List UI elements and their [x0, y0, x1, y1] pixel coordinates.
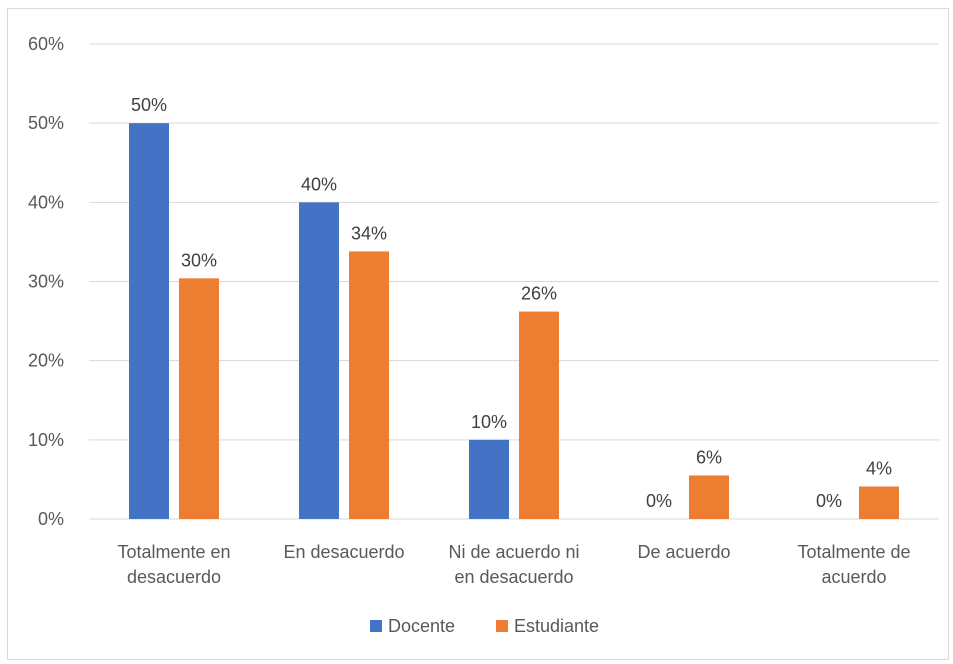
y-tick-label: 30% — [28, 272, 64, 292]
legend-swatch-estudiante — [496, 620, 508, 632]
category-label-4: acuerdo — [821, 567, 886, 587]
data-labels: 50% 40% 10% 0% 0% 30% 34% 26% 6% 4% — [131, 95, 892, 511]
category-label-2: Ni de acuerdo ni — [448, 542, 579, 562]
y-axis-ticks: 0% 10% 20% 30% 40% 50% 60% — [28, 34, 64, 529]
data-label-docente-0: 50% — [131, 95, 167, 115]
data-label-estudiante-2: 26% — [521, 284, 557, 304]
bar-docente-2 — [469, 439, 509, 519]
bar-docente-1 — [299, 202, 339, 520]
y-tick-label: 10% — [28, 430, 64, 450]
legend: Docente Estudiante — [370, 616, 599, 636]
y-tick-label: 20% — [28, 351, 64, 371]
data-label-estudiante-4: 4% — [866, 459, 892, 479]
category-label-0: Totalmente en — [117, 542, 230, 562]
data-label-docente-1: 40% — [301, 174, 337, 194]
y-tick-label: 50% — [28, 113, 64, 133]
bar-estudiante-1 — [349, 251, 389, 519]
bars — [129, 123, 899, 520]
category-label-2: en desacuerdo — [454, 567, 573, 587]
data-label-estudiante-3: 6% — [696, 447, 722, 467]
gridlines — [89, 43, 939, 520]
bar-estudiante-0 — [179, 278, 219, 519]
y-tick-label: 60% — [28, 34, 64, 54]
data-label-docente-3: 0% — [646, 491, 672, 511]
category-label-1: En desacuerdo — [283, 542, 404, 562]
legend-swatch-docente — [370, 620, 382, 632]
category-label-0: desacuerdo — [127, 567, 221, 587]
data-label-estudiante-0: 30% — [181, 250, 217, 270]
bar-docente-0 — [129, 123, 169, 520]
data-label-docente-4: 0% — [816, 491, 842, 511]
bar-estudiante-3 — [689, 475, 729, 519]
y-tick-label: 40% — [28, 192, 64, 212]
x-axis-categories: Totalmente en desacuerdo En desacuerdo Ni d… — [117, 542, 910, 587]
bar-estudiante-2 — [519, 311, 559, 519]
category-label-4: Totalmente de — [797, 542, 910, 562]
data-label-docente-2: 10% — [471, 412, 507, 432]
legend-label-estudiante: Estudiante — [514, 616, 599, 636]
legend-label-docente: Docente — [388, 616, 455, 636]
category-label-3: De acuerdo — [637, 542, 730, 562]
bar-estudiante-4 — [859, 486, 899, 519]
y-tick-label: 0% — [38, 509, 64, 529]
data-label-estudiante-1: 34% — [351, 223, 387, 243]
